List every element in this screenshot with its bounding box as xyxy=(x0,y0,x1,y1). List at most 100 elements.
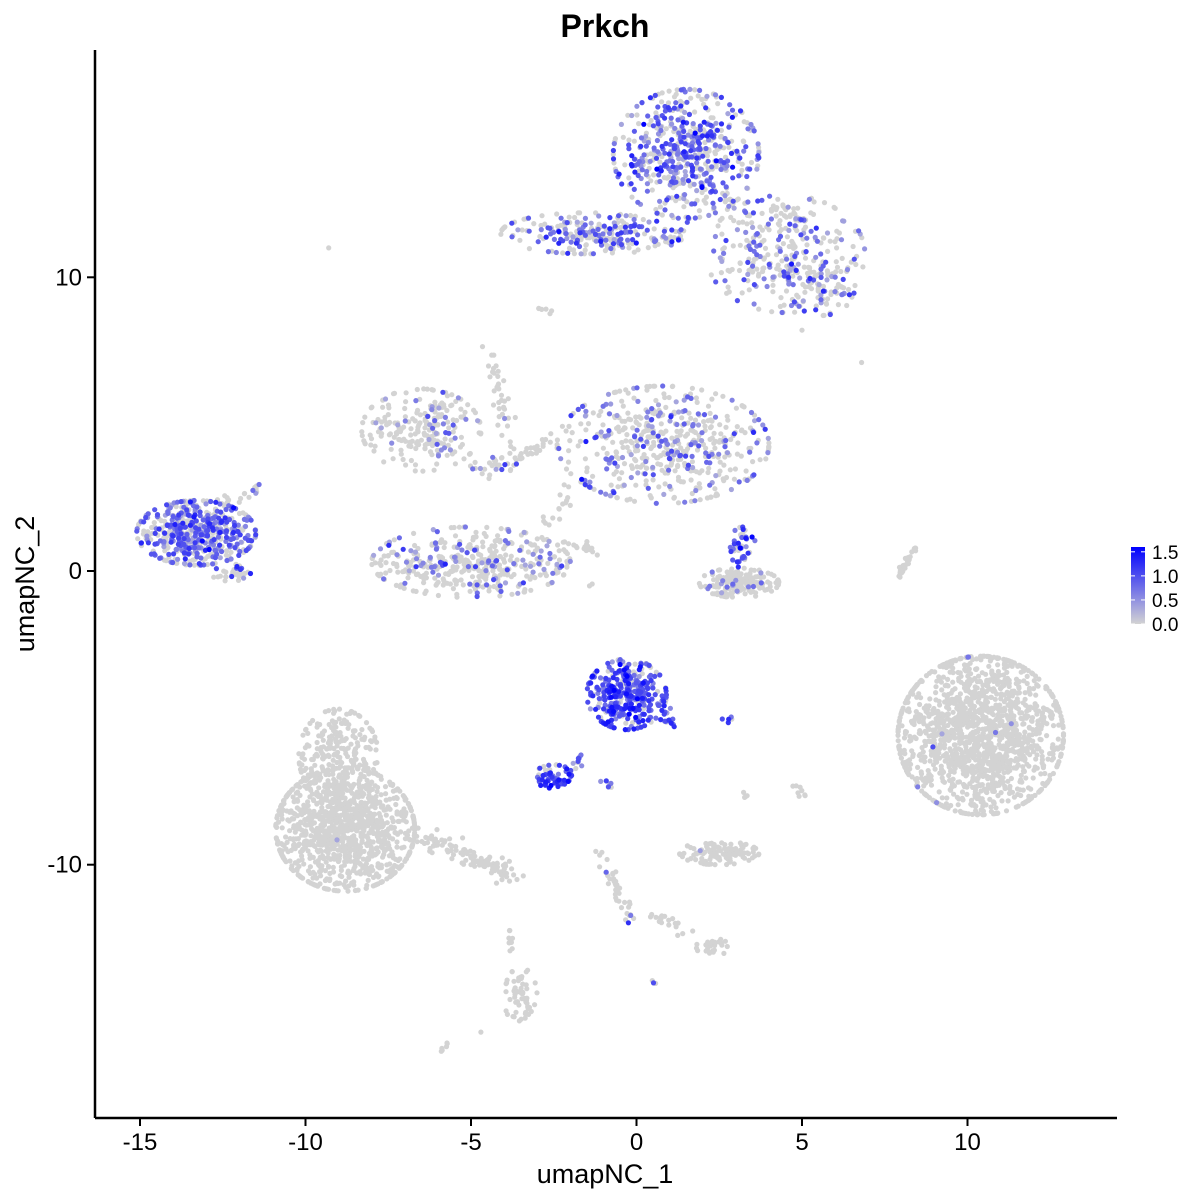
cell-point xyxy=(466,451,473,457)
cell-point xyxy=(461,456,467,462)
cell-point xyxy=(778,295,784,301)
cell-point xyxy=(650,383,657,389)
cell-point xyxy=(825,270,831,276)
cell-point xyxy=(623,720,629,726)
cell-point xyxy=(393,856,399,862)
cell-point xyxy=(975,738,981,745)
cell-point xyxy=(960,762,966,768)
cell-point xyxy=(613,450,620,456)
cell-point xyxy=(413,445,419,452)
cell-point xyxy=(653,110,659,116)
cell-point xyxy=(981,693,987,699)
cell-point xyxy=(1026,688,1032,694)
cell-point xyxy=(322,868,328,874)
cell-point xyxy=(1018,715,1024,722)
cell-point xyxy=(627,212,634,219)
cell-point xyxy=(720,476,726,482)
cell-point xyxy=(965,715,971,721)
cell-point xyxy=(480,544,486,550)
cell-point xyxy=(923,673,930,679)
cell-point xyxy=(1039,749,1045,755)
cell-point xyxy=(563,466,570,472)
cell-point xyxy=(519,227,525,233)
cell-point xyxy=(399,845,405,851)
cell-point xyxy=(1018,772,1024,778)
cell-point xyxy=(962,666,968,673)
cell-point xyxy=(853,261,859,268)
cell-point xyxy=(959,795,965,802)
cell-point xyxy=(458,406,464,412)
cell-point xyxy=(497,566,503,572)
cell-point xyxy=(933,684,939,690)
cell-point xyxy=(808,286,815,292)
cell-point xyxy=(765,252,771,258)
cell-point xyxy=(495,533,501,539)
cell-point xyxy=(435,592,441,599)
cell-point xyxy=(336,706,343,712)
cell-point xyxy=(629,440,635,446)
cell-point xyxy=(766,227,772,233)
cell-point xyxy=(717,459,723,465)
cell-point xyxy=(360,856,366,862)
cell-point xyxy=(311,797,317,804)
cell-point xyxy=(999,679,1005,686)
cell-point xyxy=(966,811,972,817)
cell-point xyxy=(323,813,329,819)
cell-point xyxy=(711,845,717,851)
cell-point xyxy=(946,717,952,723)
cell-point xyxy=(1038,722,1044,728)
cell-point xyxy=(860,264,866,270)
cell-point xyxy=(411,530,417,537)
cell-point xyxy=(554,437,561,443)
cell-point xyxy=(343,814,349,821)
cell-point xyxy=(1024,673,1030,680)
cell-point xyxy=(938,763,944,769)
cell-point xyxy=(397,437,403,443)
cell-point xyxy=(324,876,330,882)
cell-point xyxy=(1021,768,1027,774)
cell-point xyxy=(1022,665,1028,672)
cell-point xyxy=(715,223,721,229)
cell-point xyxy=(325,745,331,752)
cell-point xyxy=(708,115,714,121)
cell-point xyxy=(775,582,782,588)
cell-point xyxy=(1050,742,1056,748)
cell-point xyxy=(432,575,438,581)
cell-point xyxy=(287,858,293,864)
cell-point xyxy=(320,789,327,795)
cell-point xyxy=(955,802,961,808)
cell-point xyxy=(532,1002,538,1008)
cell-point xyxy=(626,175,632,181)
cell-point xyxy=(976,796,982,802)
cell-point xyxy=(997,686,1004,692)
cell-point xyxy=(596,700,603,706)
cell-point xyxy=(462,409,468,415)
cell-point xyxy=(739,167,745,173)
cell-point xyxy=(1005,778,1011,784)
cell-point xyxy=(610,439,616,445)
cell-point xyxy=(1030,775,1036,781)
cell-point xyxy=(360,812,366,818)
cell-point xyxy=(374,788,380,795)
cell-point xyxy=(590,473,596,479)
cell-point xyxy=(409,843,415,849)
cell-point xyxy=(456,524,462,530)
cell-point xyxy=(675,500,682,506)
cell-point xyxy=(654,455,660,461)
cell-point xyxy=(679,415,685,421)
cell-point xyxy=(423,570,429,576)
cell-point xyxy=(821,200,828,206)
cell-point xyxy=(625,112,631,118)
cell-point xyxy=(563,428,569,434)
cell-point xyxy=(1020,700,1026,706)
cell-point xyxy=(501,571,507,577)
cell-point xyxy=(273,823,279,829)
cell-point xyxy=(566,448,572,454)
cell-point xyxy=(512,985,518,991)
cell-point xyxy=(820,283,827,289)
cell-point xyxy=(933,754,939,760)
cell-point xyxy=(520,873,526,879)
cell-point xyxy=(620,403,626,409)
cell-point xyxy=(644,465,650,471)
cell-point xyxy=(1026,763,1032,769)
